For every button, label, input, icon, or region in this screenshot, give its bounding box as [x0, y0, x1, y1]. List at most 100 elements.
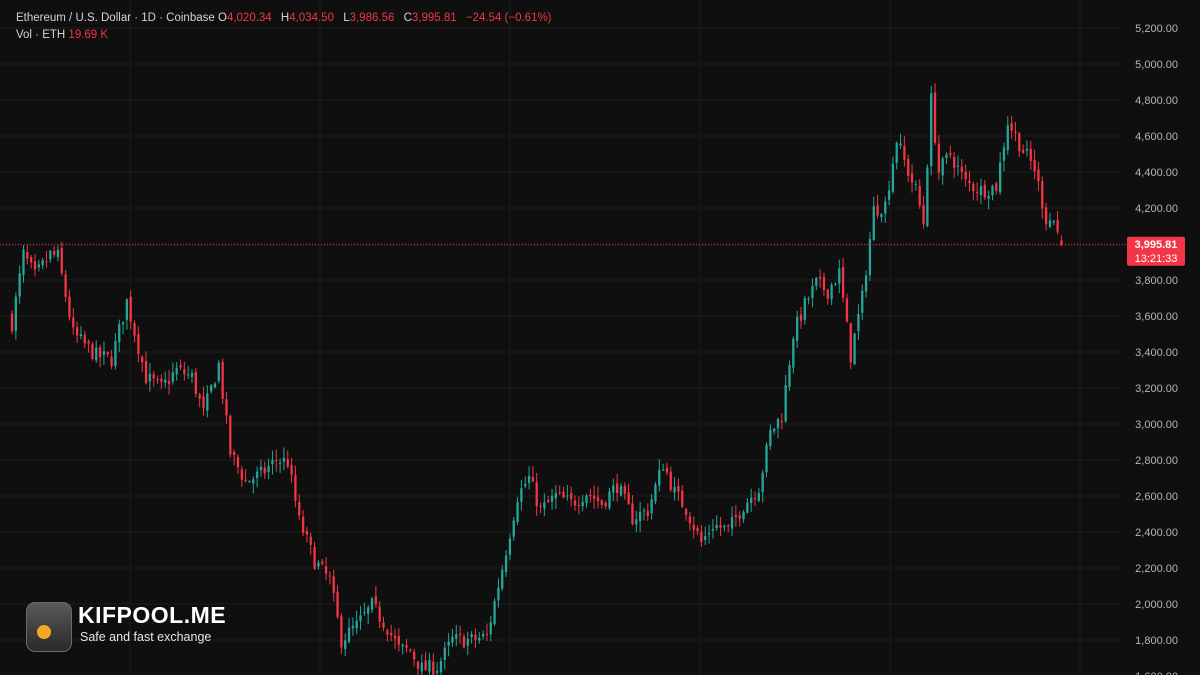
candle-down	[696, 527, 699, 532]
candle-down	[179, 365, 182, 368]
candle-down	[87, 341, 90, 344]
candle-down	[734, 515, 738, 517]
candle-up	[344, 640, 347, 649]
candle-up	[148, 373, 152, 382]
candle-up	[654, 484, 657, 502]
candle-down	[700, 531, 703, 543]
candle-down	[600, 500, 603, 505]
candle-up	[512, 520, 515, 537]
candle-up	[363, 612, 366, 614]
candle-up	[941, 158, 944, 176]
candle-down	[263, 467, 266, 474]
candle-down	[677, 486, 680, 492]
candle-up	[210, 385, 213, 392]
candle-up	[930, 93, 933, 167]
candle-down	[106, 352, 109, 355]
candle-down	[573, 500, 577, 506]
candle-up	[190, 373, 194, 377]
candle-up	[834, 283, 837, 285]
candle-down	[684, 509, 688, 515]
candle-up	[501, 569, 504, 589]
candle-down	[137, 334, 140, 355]
candle-up	[619, 485, 623, 496]
open-value: 4,020.34	[226, 12, 272, 24]
candle-up	[723, 525, 726, 528]
volume-key[interactable]: Vol · ETH	[16, 29, 66, 41]
candle-down	[604, 502, 607, 507]
candle-down	[964, 171, 967, 180]
candle-down	[780, 421, 783, 423]
candle-down	[409, 649, 412, 651]
price-tick-label: 1,800.00	[1135, 635, 1178, 647]
price-tick-label: 3,400.00	[1135, 347, 1178, 359]
candle-up	[956, 165, 960, 167]
price-tick-label: 4,200.00	[1135, 203, 1178, 215]
candle-down	[374, 596, 377, 605]
candle-down	[45, 261, 48, 263]
candle-down	[110, 356, 113, 367]
candle-down	[221, 361, 224, 399]
candle-down	[535, 482, 538, 507]
candle-up	[868, 238, 872, 276]
symbol-title[interactable]: Ethereum / U.S. Dollar · 1D · Coinbase	[16, 12, 215, 24]
candle-up	[566, 495, 569, 497]
candle-up	[79, 334, 83, 336]
candle-up	[987, 195, 990, 199]
candle-up	[554, 493, 558, 499]
candle-down	[539, 505, 542, 507]
candle-up	[899, 143, 902, 146]
candle-up	[884, 201, 887, 214]
chart-legend: Ethereum / U.S. Dollar · 1D · Coinbase O…	[16, 10, 558, 44]
candle-up	[56, 249, 60, 258]
candle-down	[305, 531, 309, 535]
candle-down	[332, 576, 335, 594]
candle-down	[669, 471, 672, 490]
candle-down	[1018, 133, 1021, 152]
low-key: L	[343, 12, 350, 24]
candle-down	[424, 660, 427, 670]
brand-watermark: KIFPOOL.ME Safe and fast exchange	[24, 600, 234, 654]
price-tick-label: 3,200.00	[1135, 383, 1178, 395]
candle-up	[750, 497, 753, 504]
candle-up	[114, 340, 117, 367]
candle-down	[593, 495, 596, 499]
candle-down	[458, 634, 462, 636]
candle-down	[133, 323, 136, 336]
candle-up	[451, 636, 454, 643]
candle-up	[815, 277, 818, 286]
candle-down	[286, 459, 289, 467]
high-key: H	[280, 12, 290, 24]
candle-up	[661, 469, 665, 471]
candle-down	[953, 157, 956, 168]
candle-down	[1041, 181, 1044, 209]
candle-up	[638, 511, 642, 522]
candle-down	[646, 511, 649, 516]
candle-up	[830, 284, 833, 300]
candle-down	[229, 415, 232, 455]
candle-up	[49, 251, 52, 260]
candle-up	[650, 499, 653, 514]
candle-down	[26, 252, 29, 259]
candle-down	[390, 632, 393, 636]
candle-up	[447, 641, 450, 646]
candle-up	[470, 634, 473, 638]
price-tick-label: 2,800.00	[1135, 455, 1178, 467]
low-value: 3,986.56	[349, 12, 395, 24]
candle-up	[187, 374, 190, 376]
candle-up	[861, 290, 864, 313]
candle-up	[259, 466, 263, 471]
candle-down	[144, 361, 148, 384]
candle-down	[225, 399, 228, 416]
candle-up	[493, 601, 496, 625]
candle-up	[164, 379, 167, 383]
candle-down	[922, 204, 925, 225]
candle-up	[945, 154, 948, 159]
price-tick-label: 2,600.00	[1135, 491, 1178, 503]
candle-down	[1056, 220, 1059, 232]
price-tick-label: 3,600.00	[1135, 311, 1178, 323]
price-tick-label: 4,600.00	[1135, 131, 1178, 143]
price-axis[interactable]: 1,600.00 1,800.00 2,000.00 2,200.00 2,400.00…	[1135, 23, 1178, 675]
candle-up	[278, 462, 282, 464]
candle-up	[895, 142, 898, 163]
